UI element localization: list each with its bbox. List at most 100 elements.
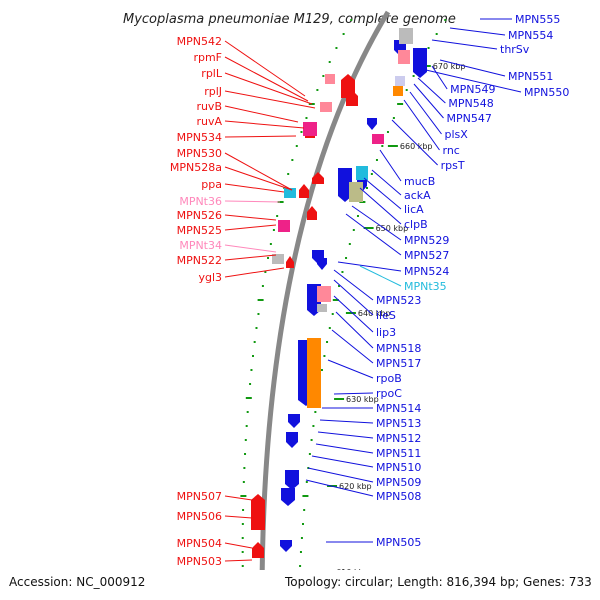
- gene-label-left: MPN522: [177, 254, 222, 267]
- leader-line: [224, 559, 253, 562]
- leader-line: [333, 295, 374, 333]
- forward-gene-arrow: [312, 172, 324, 184]
- forward-gene-arrow: [286, 256, 294, 268]
- leader-line: [224, 166, 293, 191]
- gene-label-right: MPN555: [515, 13, 560, 26]
- reverse-gene-arrow: [367, 118, 377, 130]
- leader-line: [379, 149, 402, 182]
- kbp-mark-label: 650 kbp: [376, 224, 409, 233]
- gene-block: [372, 134, 384, 144]
- reverse-gene-arrow: [288, 414, 300, 428]
- gene-label-left: rplL: [201, 67, 223, 80]
- reverse-gene-arrow: [281, 488, 295, 506]
- gene-label-right: MPN505: [376, 536, 421, 549]
- gene-label-left: MPN525: [177, 224, 222, 237]
- gene-label-right: licA: [404, 203, 424, 216]
- leader-line: [345, 213, 402, 256]
- gene-label-right: plsX: [445, 128, 469, 141]
- leader-line: [417, 77, 446, 104]
- gene-block: [356, 166, 368, 180]
- leader-line: [449, 27, 506, 36]
- gene-block: [398, 50, 410, 64]
- leader-line: [307, 467, 374, 483]
- reverse-gene-arrow: [317, 258, 327, 270]
- leader-line: [333, 392, 374, 395]
- gene-label-right: clpB: [404, 218, 428, 231]
- leader-line: [224, 120, 305, 129]
- leader-line: [311, 455, 374, 468]
- leader-line: [224, 244, 277, 253]
- gene-label-right: MPN509: [376, 476, 421, 489]
- leader-line: [224, 254, 277, 261]
- leader-line: [224, 90, 316, 109]
- map-title: Mycoplasma pneumoniae M129, complete gen…: [123, 12, 456, 27]
- leader-line: [224, 200, 281, 203]
- gene-label-left: MPN528a: [170, 161, 222, 174]
- gene-label-right: rnc: [443, 144, 460, 157]
- gene-label-right: MPN517: [376, 357, 421, 370]
- gene-label-left: MPN526: [177, 209, 222, 222]
- leader-line: [439, 59, 506, 77]
- leader-line: [333, 269, 374, 301]
- gene-label-left: ruvA: [196, 115, 222, 128]
- leader-line: [224, 224, 277, 231]
- gene-block: [349, 182, 363, 202]
- leader-line: [359, 187, 402, 225]
- reverse-gene-arrow: [285, 470, 299, 490]
- gene-label-right: ileS: [376, 309, 396, 322]
- gene-features: [251, 28, 427, 590]
- gene-label-left: MPN503: [177, 555, 222, 568]
- gene-label-right: MPN523: [376, 294, 421, 307]
- leader-line: [351, 205, 402, 241]
- leader-line: [335, 311, 374, 349]
- gene-label-right: MPN511: [376, 447, 421, 460]
- leader-line: [224, 56, 309, 102]
- gene-block: [303, 122, 317, 136]
- leader-line: [224, 105, 299, 123]
- leader-line: [315, 443, 374, 454]
- gene-label-right: lip3: [376, 326, 396, 339]
- gene-block: [317, 286, 331, 302]
- gene-label-right: rpoB: [376, 372, 402, 385]
- gene-label-right: MPN550: [524, 86, 569, 99]
- gene-block: [278, 220, 290, 232]
- forward-gene-arrow: [299, 184, 309, 198]
- gene-label-left: rplJ: [204, 85, 222, 98]
- gene-label-left: rpmF: [193, 51, 222, 64]
- leader-line: [224, 152, 293, 191]
- leader-line: [224, 72, 313, 105]
- gene-label-left: MPN530: [177, 147, 222, 160]
- gene-label-right: thrSv: [500, 43, 530, 56]
- gene-labels: MPN542rpmFrplLrplJruvBruvAMPN534MPN530MP…: [170, 13, 569, 568]
- forward-gene-arrow: [346, 90, 358, 106]
- gene-block: [284, 188, 296, 198]
- gene-label-left: MPN507: [177, 490, 222, 503]
- reverse-gene-arrow: [286, 432, 298, 448]
- leader-line: [224, 214, 277, 221]
- leader-line: [224, 495, 253, 501]
- gene-label-right: MPN513: [376, 417, 421, 430]
- gene-label-left: MPN504: [177, 537, 222, 550]
- forward-gene-arrow: [307, 206, 317, 220]
- gene-label-left: MPN542: [177, 35, 222, 48]
- gene-block: [395, 76, 405, 86]
- reverse-gene-arrow: [280, 540, 292, 552]
- gene-label-left: ygl3: [198, 271, 222, 284]
- leader-line: [224, 135, 297, 138]
- leader-line: [425, 69, 522, 93]
- kbp-mark-label: 670 kbp: [433, 62, 466, 71]
- leader-line: [305, 479, 374, 497]
- label-leader-lines: [224, 18, 522, 562]
- kbp-mark-label: 620 kbp: [339, 482, 372, 491]
- leader-line: [413, 83, 444, 119]
- gene-label-right: MPN527: [404, 249, 449, 262]
- kbp-mark-label: 630 kbp: [346, 395, 379, 404]
- gene-label-right: ackA: [404, 189, 431, 202]
- reverse-gene-arrow: [338, 168, 352, 202]
- leader-line: [224, 183, 285, 193]
- gene-block: [399, 28, 413, 44]
- leader-line: [317, 431, 374, 439]
- leader-line: [333, 279, 374, 316]
- gene-label-right: MPN551: [508, 70, 553, 83]
- gene-block: [307, 338, 321, 408]
